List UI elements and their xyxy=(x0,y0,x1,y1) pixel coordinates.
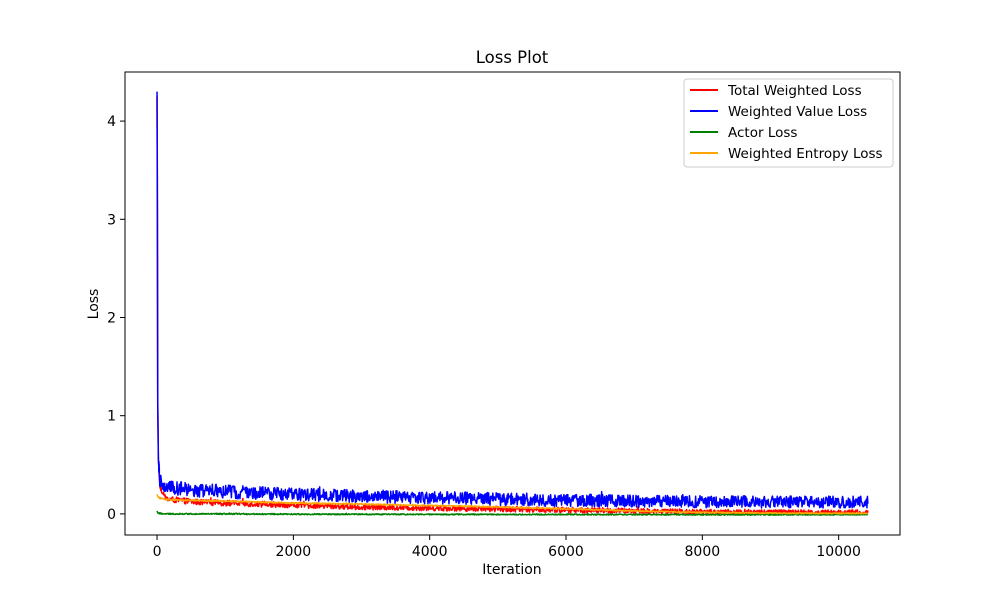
x-tick-label: 4000 xyxy=(412,544,448,560)
legend-box xyxy=(683,78,894,168)
legend-entries: Total Weighted Loss Weighted Value Loss Ac… xyxy=(690,83,883,162)
legend-label: Total Weighted Loss xyxy=(727,83,862,99)
legend-label: Weighted Value Loss xyxy=(728,104,867,120)
x-tick-label: 0 xyxy=(153,544,162,560)
y-axis-label: Loss xyxy=(86,289,102,320)
series-layer xyxy=(156,91,869,516)
x-tick-label: 10000 xyxy=(816,544,861,560)
y-tick-label: 0 xyxy=(107,507,116,523)
x-tick-label: 2000 xyxy=(276,544,312,560)
series-line-actor-loss xyxy=(156,510,869,516)
legend-label: Weighted Entropy Loss xyxy=(728,146,883,162)
y-tick-label: 2 xyxy=(107,310,116,326)
x-axis-label: Iteration xyxy=(482,562,541,578)
series-line-weighted-value-loss xyxy=(156,91,869,509)
x-tick-label: 8000 xyxy=(685,544,721,560)
x-tick-label: 6000 xyxy=(548,544,584,560)
legend: Total Weighted Loss Weighted Value Loss Ac… xyxy=(683,78,894,168)
chart-title: Loss Plot xyxy=(476,48,549,67)
series-line-weighted-entropy-loss xyxy=(156,493,869,515)
y-axis-ticks: 0 1 2 3 4 xyxy=(107,114,125,523)
y-tick-label: 1 xyxy=(107,409,116,425)
legend-label: Actor Loss xyxy=(728,125,797,141)
x-axis-ticks: 0 2000 4000 6000 8000 10000 xyxy=(153,535,861,560)
y-tick-label: 4 xyxy=(107,114,116,130)
y-tick-label: 3 xyxy=(107,212,116,228)
plot-frame xyxy=(124,71,901,536)
